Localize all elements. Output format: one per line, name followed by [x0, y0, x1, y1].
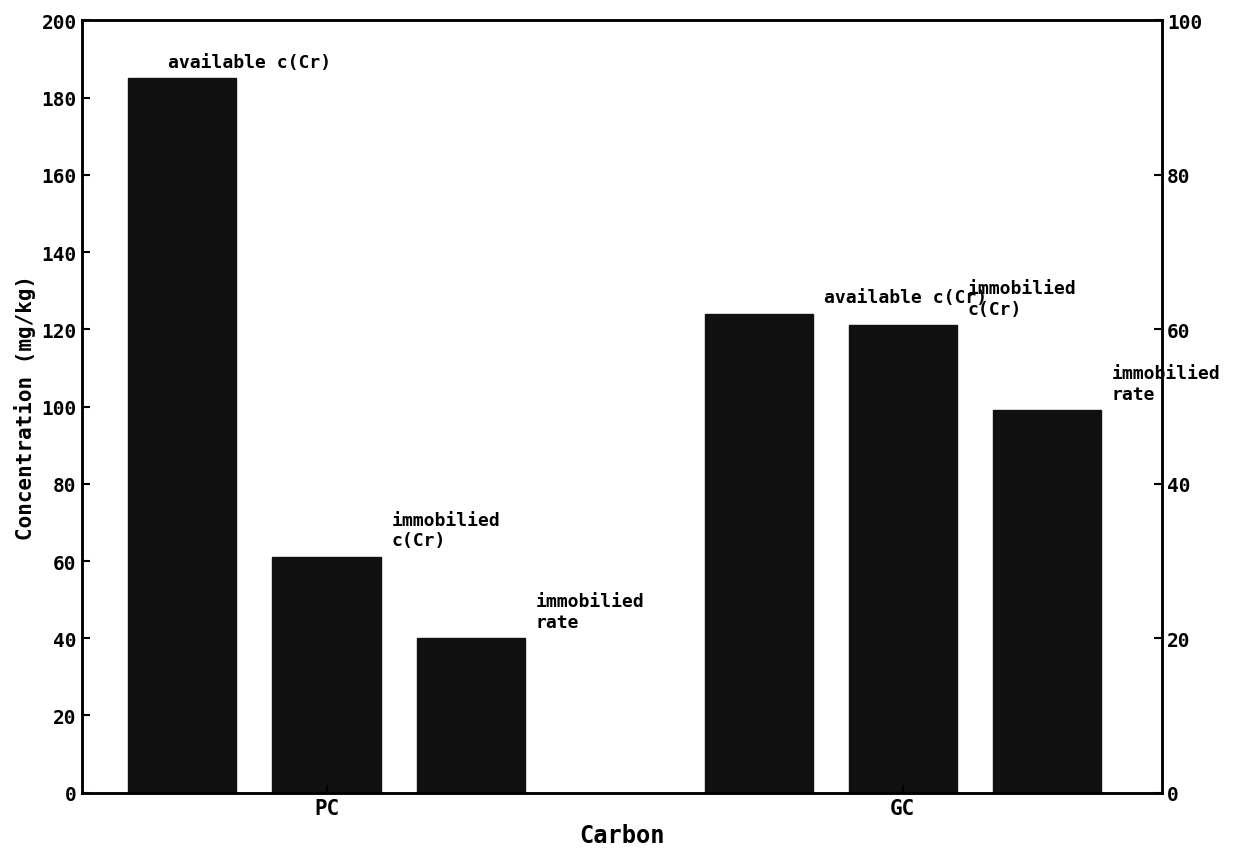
Bar [993, 411, 1101, 793]
X-axis label: Carbon: Carbon [579, 823, 665, 847]
Bar [417, 639, 525, 793]
Text: immobilied
c(Cr): immobilied c(Cr) [392, 511, 500, 550]
Y-axis label: Concentration (mg/kg): Concentration (mg/kg) [14, 275, 36, 540]
Text: immobilied
c(Cr): immobilied c(Cr) [967, 280, 1076, 319]
Bar [129, 79, 237, 793]
Text: available c(Cr): available c(Cr) [823, 288, 987, 307]
Text: immobilied
rate: immobilied rate [536, 592, 644, 631]
Text: available c(Cr): available c(Cr) [167, 53, 331, 71]
Bar [704, 314, 812, 793]
Text: immobilied
rate: immobilied rate [1112, 364, 1220, 403]
Bar [849, 326, 957, 793]
Bar [273, 557, 381, 793]
